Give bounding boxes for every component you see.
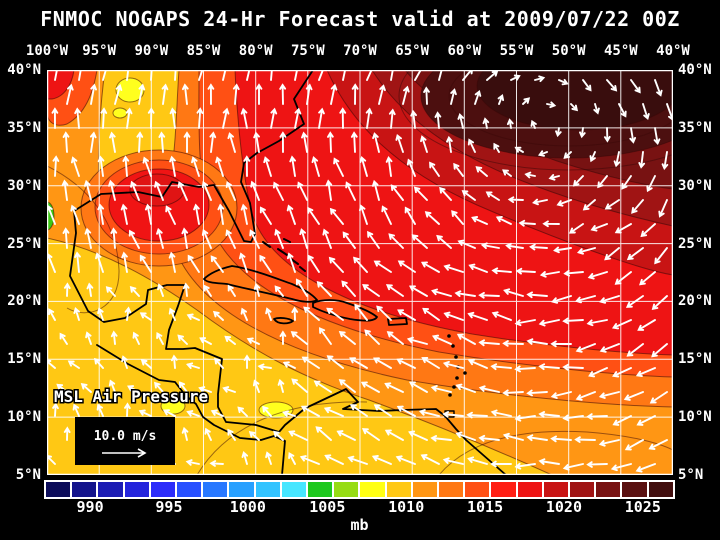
colorbar-tick: 1000	[229, 498, 266, 516]
lon-tick-label: 75°W	[290, 43, 325, 59]
wind-scale-arrow-icon	[102, 448, 147, 458]
lat-tick-label: 20°N	[7, 293, 41, 310]
lat-tick-label: 35°N	[7, 119, 41, 136]
coastline-cuba	[203, 265, 318, 303]
lat-tick-label: 30°N	[7, 177, 41, 194]
lat-tick-label: 20°N	[678, 293, 712, 310]
colorbar-segment	[491, 482, 516, 497]
colorbar-tick: 1020	[545, 498, 582, 516]
colorbar-tick: 995	[155, 498, 183, 516]
lat-tick-label: 40°N	[678, 62, 712, 78]
colorbar-segment	[334, 482, 359, 497]
colorbar-tick: 1015	[467, 498, 504, 516]
lon-tick-label: 40°W	[656, 43, 690, 59]
coastline-bahamas	[262, 238, 306, 272]
colorbar-segment	[622, 482, 647, 497]
lon-tick-label: 95°W	[82, 43, 117, 59]
lon-tick-label: 70°W	[343, 43, 377, 59]
lat-tick-label: 30°N	[678, 177, 712, 194]
colorbar-segment	[543, 482, 569, 497]
wind-scale-legend: 10.0 m/s	[75, 417, 175, 465]
lat-tick-label: 5°N	[678, 467, 704, 483]
lat-tick-label: 40°N	[7, 62, 41, 78]
colorbar-segment	[203, 482, 228, 497]
colorbar-tick: 1005	[309, 498, 346, 516]
colorbar-segment	[177, 482, 202, 497]
coastline-puerto-rico	[387, 317, 408, 326]
colorbar-tick: 1025	[624, 498, 661, 516]
coastlines	[69, 70, 507, 475]
colorbar-segment	[150, 482, 176, 497]
lat-tick-label: 5°N	[15, 467, 41, 483]
colorbar-segment	[255, 482, 280, 497]
colorbar-tick-labels: 990 995 1000 1005 1010 1015 1020 1025	[44, 498, 675, 516]
colorbar-tick: 990	[76, 498, 104, 516]
lat-tick-label: 25°N	[678, 235, 712, 252]
lon-tick-label: 80°W	[238, 43, 273, 59]
lon-tick-label: 65°W	[395, 43, 430, 59]
lat-tick-label: 10°N	[7, 409, 41, 426]
map-border	[47, 70, 673, 475]
lon-tick-label: 60°W	[447, 43, 482, 59]
coastline-lesser-antilles	[447, 334, 467, 397]
lon-tick-label: 85°W	[186, 43, 221, 59]
coastline-jamaica	[273, 317, 294, 325]
wind-scale-box	[75, 417, 175, 465]
colorbar-segment	[98, 482, 123, 497]
colorbar-segment	[517, 482, 542, 497]
longitude-axis: 100°W 95°W 90°W 85°W 80°W 75°W 70°W 65°W 60°W 55°…	[0, 43, 720, 61]
colorbar-segment	[72, 482, 97, 497]
lon-tick-label: 100°W	[25, 43, 69, 59]
colorbar-segment	[412, 482, 438, 497]
colorbar-segment	[229, 482, 254, 497]
coastline-hispaniola	[312, 299, 378, 322]
lat-tick-label: 25°N	[7, 235, 41, 252]
colorbar-segment	[386, 482, 411, 497]
lat-tick-label: 15°N	[678, 351, 712, 368]
lon-tick-label: 55°W	[499, 43, 534, 59]
colorbar-units: mb	[350, 516, 369, 534]
lat-tick-label: 10°N	[678, 409, 712, 426]
colorbar-segment	[465, 482, 490, 497]
colorbar-segment	[596, 482, 621, 497]
wind-scale-value: 10.0 m/s	[94, 429, 157, 444]
lat-tick-label: 35°N	[678, 119, 712, 136]
colorbar-segment	[124, 482, 149, 497]
colorbar-tick: 1010	[388, 498, 425, 516]
page-title: FNMOC NOGAPS 24-Hr Forecast valid at 200…	[40, 7, 680, 31]
coastline-pacific	[96, 344, 286, 475]
colorbar-segment	[46, 482, 71, 497]
field-label: MSL Air Pressure	[54, 387, 208, 406]
colorbar-segment	[439, 482, 464, 497]
colorbar-segment	[648, 482, 673, 497]
colorbar	[44, 480, 675, 499]
lon-tick-label: 45°W	[603, 43, 638, 59]
lon-tick-label: 90°W	[134, 43, 169, 59]
lon-tick-label: 50°W	[551, 43, 586, 59]
colorbar-segment	[570, 482, 595, 497]
forecast-map: MSL Air Pressure 10.0 m/s	[47, 70, 673, 475]
colorbar-segment	[308, 482, 333, 497]
colorbar-segment	[360, 482, 385, 497]
colorbar-segment	[281, 482, 307, 497]
lat-tick-label: 15°N	[7, 351, 41, 368]
